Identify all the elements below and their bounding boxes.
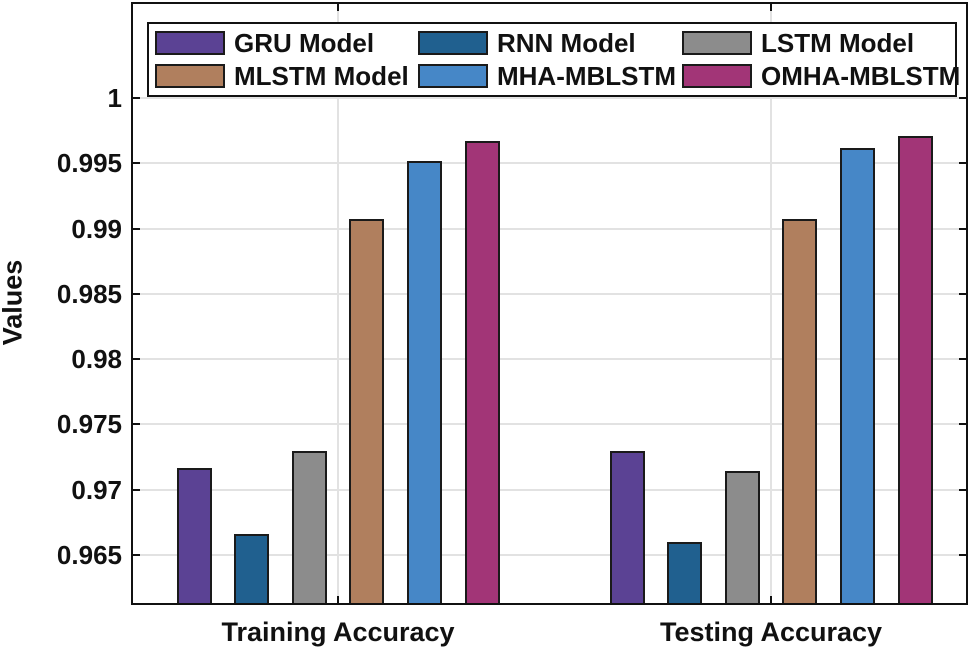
legend-swatch-lstm-model <box>682 31 752 55</box>
bar-rnn-model-testing-accuracy <box>667 541 703 605</box>
legend-swatch-rnn-model <box>418 31 488 55</box>
y-tick-label: 0.99 <box>71 213 122 244</box>
chart-legend: GRU Model RNN Model LSTM Model MLSTM Model M… <box>147 22 960 97</box>
y-tick-label: 0.965 <box>56 539 122 570</box>
y-tick-right <box>959 162 968 165</box>
gridline-horizontal <box>131 162 968 165</box>
y-tick-right <box>959 488 968 491</box>
legend-item-mlstm-model: MLSTM Model <box>155 60 418 93</box>
gridline-horizontal <box>131 292 968 295</box>
y-tick-label: 0.98 <box>71 344 122 375</box>
gridline-vertical <box>337 2 339 605</box>
legend-swatch-gru-model <box>155 31 225 55</box>
x-tick-top <box>770 2 772 11</box>
legend-label: RNN Model <box>497 28 636 58</box>
y-tick-label: 0.985 <box>56 278 122 309</box>
gridline-horizontal <box>131 488 968 491</box>
y-tick-right <box>959 553 968 556</box>
y-tick-left <box>131 96 140 99</box>
gridline-horizontal <box>131 96 968 99</box>
y-tick-left <box>131 488 140 491</box>
y-tick-right <box>959 358 968 361</box>
x-tick-bottom <box>337 596 339 605</box>
bar-rnn-model-training-accuracy <box>234 534 270 605</box>
y-tick-left <box>131 162 140 165</box>
gridline-vertical <box>770 2 772 605</box>
bar-mha-mblstm-testing-accuracy <box>839 147 875 605</box>
y-tick-right <box>959 423 968 426</box>
y-tick-label: 1 <box>107 82 122 113</box>
bar-lstm-model-testing-accuracy <box>724 471 760 605</box>
legend-label: GRU Model <box>234 28 375 58</box>
legend-item-mha-mblstm: MHA-MBLSTM <box>418 60 682 93</box>
bar-omha-mblstm-testing-accuracy <box>897 135 933 605</box>
gridline-horizontal <box>131 423 968 426</box>
x-category-label: Testing Accuracy <box>659 617 883 647</box>
y-tick-label: 0.995 <box>56 148 122 179</box>
legend-swatch-mha-mblstm <box>418 64 488 88</box>
y-tick-label: 0.975 <box>56 409 122 440</box>
y-tick-left <box>131 423 140 426</box>
y-tick-label: 0.97 <box>71 474 122 505</box>
bar-gru-model-testing-accuracy <box>609 450 645 605</box>
legend-item-gru-model: GRU Model <box>155 27 418 60</box>
gridline-horizontal <box>131 227 968 230</box>
legend-swatch-mlstm-model <box>155 64 225 88</box>
y-tick-left <box>131 553 140 556</box>
bar-mlstm-model-training-accuracy <box>349 219 385 605</box>
gridline-horizontal <box>131 553 968 556</box>
legend-item-lstm-model: LSTM Model <box>682 27 960 60</box>
legend-label: MLSTM Model <box>234 61 409 91</box>
y-tick-left <box>131 358 140 361</box>
gridline-horizontal <box>131 358 968 361</box>
x-tick-top <box>337 2 339 11</box>
y-tick-right <box>959 292 968 295</box>
legend-label: OMHA-MBLSTM <box>761 61 961 91</box>
bar-omha-mblstm-training-accuracy <box>464 141 500 605</box>
legend-label: MHA-MBLSTM <box>497 61 677 91</box>
bar-gru-model-training-accuracy <box>176 467 212 605</box>
bar-lstm-model-training-accuracy <box>291 450 327 605</box>
y-tick-right <box>959 96 968 99</box>
legend-label: LSTM Model <box>761 28 915 58</box>
legend-swatch-omha-mblstm <box>682 64 752 88</box>
y-tick-right <box>959 227 968 230</box>
y-tick-left <box>131 227 140 230</box>
y-tick-left <box>131 292 140 295</box>
bar-mha-mblstm-training-accuracy <box>406 160 442 605</box>
x-category-label: Training Accuracy <box>221 617 455 647</box>
x-tick-bottom <box>770 596 772 605</box>
legend-item-rnn-model: RNN Model <box>418 27 682 60</box>
legend-item-omha-mblstm: OMHA-MBLSTM <box>682 60 960 93</box>
bar-mlstm-model-testing-accuracy <box>782 219 818 605</box>
